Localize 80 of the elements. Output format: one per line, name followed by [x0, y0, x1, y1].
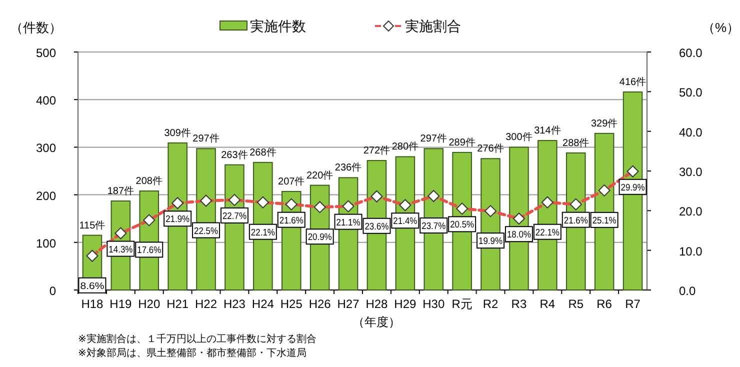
data-label: 297件 [192, 134, 220, 145]
x-tick-label: H19 [110, 297, 132, 311]
data-label: 21.4% [393, 216, 420, 228]
y-tick-label: 200 [36, 188, 56, 203]
y2-tick-label: 0.0 [679, 284, 696, 298]
x-tick-label: H22 [195, 297, 218, 311]
data-label: 208件 [136, 176, 162, 187]
x-tick-label: H21 [166, 297, 189, 311]
data-label: 22.1% [250, 227, 278, 238]
data-label: 25.1% [592, 215, 620, 226]
data-label: 276件 [477, 144, 504, 155]
y2-tick-label: 40.0 [679, 125, 703, 140]
y-axis-title: （件数） [10, 20, 62, 35]
data-label: 115件 [79, 220, 106, 232]
x-tick-label: R7 [625, 297, 641, 311]
data-label: 21.6% [564, 215, 591, 226]
y2-tick-label: 60.0 [679, 46, 703, 60]
data-label: 14.3% [108, 244, 136, 256]
data-label: 20.5% [450, 220, 478, 231]
data-label: 19.9% [478, 236, 506, 248]
x-tick-label: H23 [223, 297, 246, 311]
y-tick-label: 400 [36, 94, 56, 108]
data-label: 23.6% [364, 221, 392, 232]
data-label: 236件 [334, 162, 362, 174]
data-label: 29.9% [620, 182, 648, 194]
data-label: 22.5% [194, 226, 221, 237]
data-label: 300件 [506, 132, 532, 144]
x-tick-label: R3 [511, 297, 527, 311]
x-tick-label: H20 [138, 297, 160, 311]
data-label: 329件 [590, 118, 618, 130]
legend-label: 実施割合 [405, 18, 461, 34]
y-tick-label: 0 [49, 284, 56, 298]
x-tick-label: R5 [568, 297, 584, 311]
data-label: 22.7% [222, 210, 250, 222]
x-tick-label: H29 [394, 297, 417, 311]
data-label: 297件 [420, 134, 447, 145]
y-tick-label: 100 [36, 236, 56, 250]
data-label: 21.1% [336, 217, 364, 228]
data-label: 289件 [448, 137, 476, 148]
y-tick-label: 300 [36, 141, 56, 156]
y2-tick-label: 50.0 [679, 86, 703, 100]
x-tick-label: H30 [422, 297, 445, 311]
data-label: 288件 [562, 138, 590, 149]
legend-label: 実施件数 [250, 18, 306, 34]
data-label: 8.6% [80, 280, 105, 292]
y2-tick-label: 10.0 [679, 244, 703, 258]
x-tick-label: R4 [540, 297, 556, 311]
data-label: 314件 [534, 126, 561, 137]
data-label: 23.7% [422, 220, 449, 232]
x-tick-label: H25 [280, 297, 303, 311]
x-tick-label: R元 [452, 297, 472, 311]
data-label: 22.1% [535, 227, 562, 238]
x-tick-label: H18 [81, 297, 104, 311]
y2-tick-label: 20.0 [679, 204, 703, 219]
y-tick-label: 500 [36, 46, 56, 60]
data-label: 268件 [250, 147, 276, 158]
data-label: 280件 [392, 142, 419, 153]
data-label: 220件 [306, 170, 334, 182]
data-label: 18.0% [506, 230, 534, 241]
data-label: 272件 [363, 146, 390, 157]
data-label: 21.9% [166, 214, 193, 226]
x-tick-label: H27 [337, 297, 360, 311]
text: ※実施割合は、１千万円以上の工事件数に対する割合 [78, 333, 316, 345]
x-tick-label: R6 [596, 297, 612, 311]
x-tick-label: R2 [482, 297, 499, 311]
data-label: 309件 [164, 128, 191, 139]
data-label: 207件 [278, 176, 305, 188]
y2-axis-title: （%） [702, 20, 740, 35]
x-axis-title: （年度） [352, 315, 401, 329]
data-label: 21.6% [279, 215, 306, 226]
data-label: 416件 [619, 76, 646, 88]
data-label: 20.9% [308, 232, 335, 244]
y2-tick-label: 30.0 [679, 165, 703, 179]
x-tick-label: H28 [366, 297, 388, 311]
text: ※対象部局は、県土整備部・都市整備部・下水道局 [78, 347, 306, 359]
data-label: 187件 [107, 186, 134, 197]
data-label: 263件 [221, 150, 248, 161]
data-label: 17.6% [137, 245, 164, 256]
x-tick-label: H26 [308, 297, 332, 311]
x-tick-label: H24 [252, 297, 274, 311]
